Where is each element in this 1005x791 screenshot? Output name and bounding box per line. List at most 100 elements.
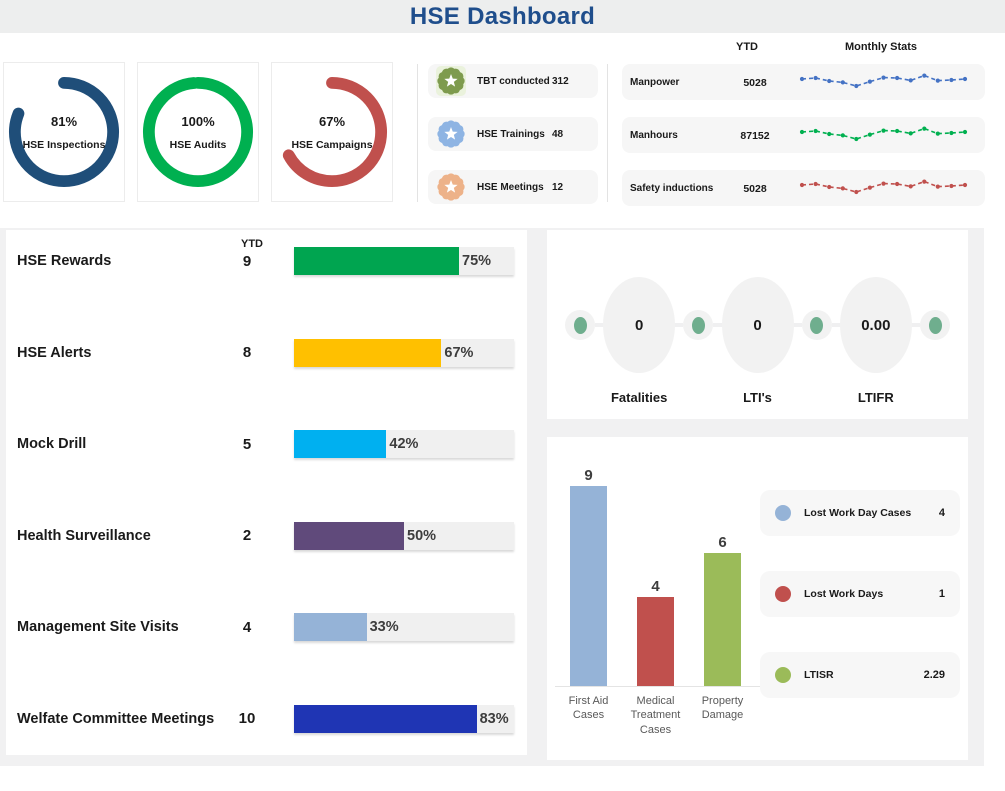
stat-badge-list: TBT conducted 312 HSE Trainings 48 HSE Meeti… xyxy=(428,64,598,204)
ytd-bar-row-hse-rewards: HSE Rewards 9 75% xyxy=(6,247,527,275)
gauge-percent: 81% xyxy=(50,113,78,129)
gauge-text: 100% HSE Audits xyxy=(138,63,258,201)
legend-item-lost-work-day-cases: Lost Work Day Cases 4 xyxy=(760,490,960,536)
bar-percent-label: 75% xyxy=(462,253,492,269)
kpi-dot-inner xyxy=(810,316,824,334)
bar-track[interactable]: 75% xyxy=(294,247,514,275)
badge-icon-wrap xyxy=(436,66,466,96)
ytd-bar-label: HSE Rewards xyxy=(17,253,112,269)
monthly-row-manhours: Manhours 87152 xyxy=(622,117,985,153)
stat-badge-value: 48 xyxy=(552,128,564,140)
monthly-ytd-value: 5028 xyxy=(743,182,767,195)
legend-value: 1 xyxy=(938,588,945,600)
gauge-card-hse-campaigns[interactable]: 67% HSE Campaigns xyxy=(271,62,393,202)
bar-track[interactable]: 67% xyxy=(294,338,514,367)
ytd-bar-value: 8 xyxy=(242,344,252,362)
legend-dot xyxy=(775,586,791,602)
stat-badge-row-hse-meetings: HSE Meetings 12 xyxy=(428,170,598,204)
incident-column-medical-treatment-cases: 4 xyxy=(622,465,689,686)
sparkline[interactable] xyxy=(796,64,971,96)
gauge-label: HSE Campaigns xyxy=(291,138,373,151)
gauge-card-hse-inspections[interactable]: 81% HSE Inspections xyxy=(3,62,125,202)
kpi-connector-line xyxy=(713,323,722,327)
sparkline[interactable] xyxy=(796,117,971,149)
ytd-bar-value: 10 xyxy=(238,710,256,728)
bar-track[interactable]: 33% xyxy=(294,613,514,642)
incident-column-first-aid-cases: 9 xyxy=(555,465,622,686)
kpi-chain: 0 Fatalities 0 LTI's 0.00 LTIFR xyxy=(547,230,968,405)
ytd-bar-value: 9 xyxy=(242,252,252,270)
kpi-label: Fatalities xyxy=(610,390,668,405)
incident-value-label: 6 xyxy=(718,534,727,551)
monthly-sparkline-cell xyxy=(796,117,971,154)
stat-badge-label: HSE Trainings xyxy=(477,128,545,140)
bar-track[interactable]: 50% xyxy=(294,521,514,550)
legend-label: LTISR xyxy=(804,669,834,681)
bar-fill xyxy=(294,338,442,367)
gauge-text: 81% HSE Inspections xyxy=(4,63,124,201)
stat-badge-value: 312 xyxy=(552,75,569,87)
bar-fill xyxy=(294,521,404,550)
bar-track[interactable]: 42% xyxy=(294,430,514,459)
legend-label: Lost Work Day Cases xyxy=(804,507,912,519)
legend-dot xyxy=(775,505,791,521)
monthly-ytd-value: 87152 xyxy=(740,129,770,142)
stat-badge-label: TBT conducted xyxy=(477,75,550,87)
bar-percent-label: 67% xyxy=(444,344,474,361)
incident-stats-panel[interactable]: 9 4 6 First Aid Cases Medical Treatment Cas… xyxy=(547,437,968,760)
kpi-node-ltifr: 0.00 xyxy=(839,277,912,373)
legend-value: 2.29 xyxy=(923,669,945,681)
incident-x-label: Medical Treatment Cases xyxy=(630,695,681,736)
ytd-bar-rows: HSE Rewards 9 75% HSE Alerts 8 67% Mock Drill 5… xyxy=(6,247,527,733)
incident-bar[interactable] xyxy=(570,486,607,686)
donut-ring xyxy=(276,76,388,188)
ytd-bar-row-hse-alerts: HSE Alerts 8 67% xyxy=(6,338,527,367)
incident-bar[interactable] xyxy=(637,597,674,686)
ytd-bar-value: 5 xyxy=(242,435,252,453)
incident-column-chart[interactable]: 9 4 6 First Aid Cases Medical Treatment Cas… xyxy=(555,465,760,737)
kpi-connector-line xyxy=(675,323,684,327)
ytd-column-header: YTD xyxy=(736,41,758,53)
monthly-stats-rows: Manpower 5028 Manhours 87152 Safety inductio… xyxy=(622,64,985,206)
gauge-percent: 67% xyxy=(318,113,346,129)
legend-value: 4 xyxy=(938,507,945,519)
monthly-stats-section: YTD Monthly Stats Manpower 5028 Manhours 87… xyxy=(622,40,985,223)
ytd-bar-label: Management Site Visits xyxy=(17,619,179,636)
stat-badge-row-hse-trainings: HSE Trainings 48 xyxy=(428,117,598,151)
incident-column-property-damage: 6 xyxy=(689,465,756,686)
monthly-row-safety-inductions: Safety inductions 5028 xyxy=(622,170,985,206)
gauge-card-hse-audits[interactable]: 100% HSE Audits xyxy=(137,62,259,202)
ytd-bar-label: Mock Drill xyxy=(17,436,87,453)
lagging-indicators-panel[interactable]: 0 Fatalities 0 LTI's 0.00 LTIFR xyxy=(547,230,968,419)
kpi-connector-line xyxy=(911,323,920,327)
ytd-progress-panel[interactable]: YTD HSE Rewards 9 75% HSE Alerts 8 67% Mock Dr… xyxy=(6,230,527,755)
badge-icon-wrap xyxy=(436,119,466,149)
bar-percent-label: 50% xyxy=(407,527,437,544)
legend-item-ltisr: LTISR 2.29 xyxy=(760,652,960,698)
kpi-connector-dot xyxy=(920,310,950,340)
kpi-connector-line xyxy=(793,323,802,327)
kpi-node-fatalities: 0 xyxy=(603,277,676,373)
stat-badge-value: 12 xyxy=(552,181,564,193)
donut-ring xyxy=(8,76,120,188)
gauge-label: HSE Inspections xyxy=(22,138,106,151)
legend-dot xyxy=(775,667,791,683)
kpi-dot-inner xyxy=(573,316,587,334)
gauge-cards: 81% HSE Inspections 100% HSE Audits 67% HSE C… xyxy=(3,62,393,202)
monthly-ytd-value: 5028 xyxy=(743,76,767,89)
rosette-star-icon xyxy=(437,120,465,148)
monthly-row-manpower: Manpower 5028 xyxy=(622,64,985,100)
ytd-bar-row-management-site-visits: Management Site Visits 4 33% xyxy=(6,613,527,642)
rosette-star-icon xyxy=(437,67,465,95)
bar-track[interactable]: 83% xyxy=(294,704,514,733)
sparkline[interactable] xyxy=(796,170,971,202)
incident-x-label: Property Damage xyxy=(701,695,744,722)
incident-bar[interactable] xyxy=(704,553,741,686)
stat-badge-row-tbt-conducted: TBT conducted 312 xyxy=(428,64,598,98)
legend-item-lost-work-days: Lost Work Days 1 xyxy=(760,571,960,617)
kpi-node-lti-s: 0 xyxy=(721,277,794,373)
stat-badge-label: HSE Meetings xyxy=(477,181,544,193)
ytd-bar-row-mock-drill: Mock Drill 5 42% xyxy=(6,430,527,459)
kpi-connector-dot xyxy=(565,310,595,340)
